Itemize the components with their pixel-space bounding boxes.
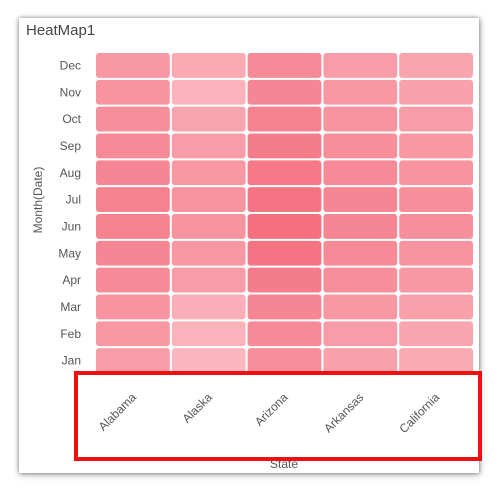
heatmap-cell (323, 79, 398, 105)
y-tick-label: Sep (60, 139, 82, 153)
heatmap-cell (399, 214, 473, 239)
heatmap-cell (399, 321, 473, 347)
heatmap-cell (399, 53, 473, 78)
heatmap-cell (399, 79, 473, 105)
heatmap-cell (171, 53, 246, 78)
heatmap-cell (96, 321, 170, 347)
heatmap-cell (323, 214, 398, 239)
heatmap-cell (171, 160, 246, 186)
heatmap-cell (323, 348, 398, 373)
heatmap-cell (399, 348, 473, 373)
heatmap-cell (96, 160, 170, 186)
highlight-box (74, 371, 482, 461)
heatmap-cell (399, 187, 473, 212)
heatmap-cell (96, 240, 170, 266)
y-tick-label: Feb (60, 327, 81, 341)
heatmap-cell (96, 348, 170, 373)
heatmap-cell (247, 53, 322, 78)
heatmap-cell (247, 321, 322, 347)
heatmap-cell (96, 267, 170, 293)
heatmap-cell (171, 240, 246, 266)
y-tick-label: Aug (60, 166, 81, 180)
heatmap-cell (171, 133, 246, 159)
y-tick-label: Apr (62, 273, 81, 287)
heatmap-cell (399, 160, 473, 186)
heatmap-cell (399, 133, 473, 159)
y-tick-label: Dec (60, 58, 81, 72)
y-tick-label: Oct (62, 112, 81, 126)
heatmap-cell (323, 187, 398, 212)
heatmap-cell (171, 106, 246, 132)
heatmap-cell (247, 160, 322, 186)
heatmap-cell (323, 267, 398, 293)
y-tick-label: Jan (62, 354, 81, 368)
heatmap-cell (323, 133, 398, 159)
heatmap-cell (323, 294, 398, 320)
heatmap-cell (399, 106, 473, 132)
y-tick-label: Mar (60, 300, 81, 314)
heatmap-cell (247, 214, 322, 239)
y-tick-label: Jul (66, 193, 81, 207)
heatmap-cell (96, 214, 170, 239)
heatmap-cell (171, 187, 246, 212)
heatmap-cell (399, 267, 473, 293)
heatmap-cell (323, 106, 398, 132)
heatmap-cell (247, 294, 322, 320)
heatmap-cell (247, 79, 322, 105)
y-tick-label: Jun (62, 219, 81, 233)
heatmap-cell (171, 348, 246, 373)
heatmap-cell (171, 267, 246, 293)
heatmap-cell (96, 187, 170, 212)
heatmap-cell (323, 160, 398, 186)
heatmap-cell (247, 106, 322, 132)
heatmap-cell (247, 133, 322, 159)
y-tick-label: May (58, 246, 81, 260)
y-tick-label: Nov (60, 85, 81, 99)
heatmap-cell (171, 294, 246, 320)
heatmap-cell (96, 294, 170, 320)
heatmap-cell (96, 79, 170, 105)
heatmap-cell (171, 214, 246, 239)
heatmap-cell (323, 240, 398, 266)
heatmap-cell (96, 53, 170, 78)
heatmap-cell (247, 187, 322, 212)
heatmap-cell (171, 321, 246, 347)
heatmap-cell (171, 79, 246, 105)
heatmap-cell (323, 53, 398, 78)
heatmap-cell (323, 321, 398, 347)
heatmap-cell (399, 240, 473, 266)
heatmap-cell (399, 294, 473, 320)
chart-title: HeatMap1 (26, 22, 96, 39)
y-axis-title: Month(Date) (31, 167, 45, 234)
heatmap-cell (247, 348, 322, 373)
heatmap-cell (96, 106, 170, 132)
heatmap-cell (96, 133, 170, 159)
heatmap-cell (247, 240, 322, 266)
heatmap-cell (247, 267, 322, 293)
